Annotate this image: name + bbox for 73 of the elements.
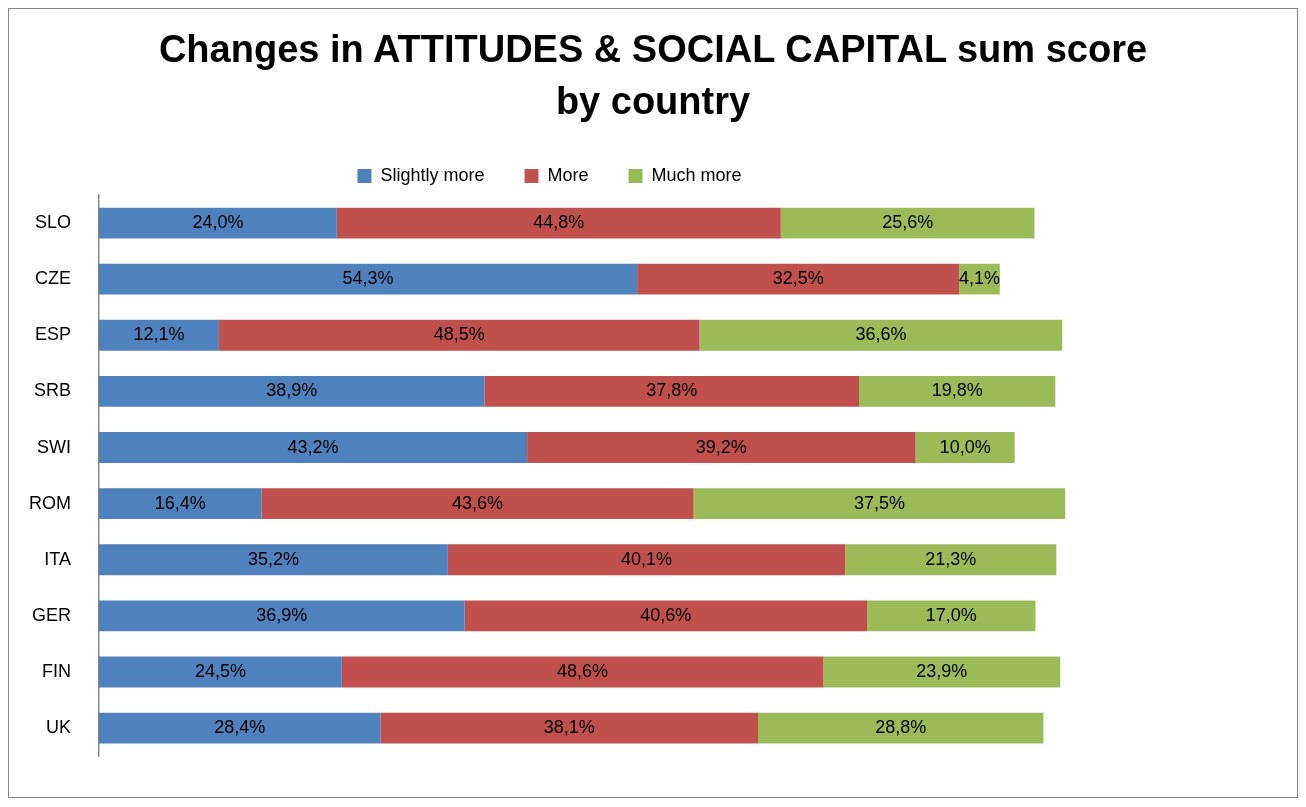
data-label: 12,1% xyxy=(133,324,185,345)
y-tick-label: SRB xyxy=(33,380,71,401)
data-label: 40,1% xyxy=(621,548,673,569)
bar xyxy=(98,375,485,407)
bar xyxy=(98,544,448,576)
data-label: 28,8% xyxy=(875,717,927,738)
bar xyxy=(867,600,1036,632)
bar xyxy=(261,488,694,520)
y-tick-label: SWI xyxy=(36,436,71,457)
bar xyxy=(380,712,759,744)
data-label: 32,5% xyxy=(772,268,824,289)
data-label: 23,9% xyxy=(916,660,968,681)
bar xyxy=(98,319,219,351)
y-tick-label: ROM xyxy=(28,492,71,513)
y-tick-label: ITA xyxy=(44,548,71,569)
data-label: 24,0% xyxy=(192,212,244,233)
bar xyxy=(98,263,638,295)
y-tick-label: ESP xyxy=(34,324,71,345)
bar xyxy=(218,319,700,351)
data-label: 38,9% xyxy=(266,380,318,401)
legend-label: Slightly more xyxy=(380,164,485,185)
data-label: 24,5% xyxy=(194,660,246,681)
bar xyxy=(699,319,1063,351)
bar xyxy=(845,544,1057,576)
data-label: 4,1% xyxy=(958,268,1001,289)
bar xyxy=(859,375,1056,407)
data-label: 10,0% xyxy=(939,436,991,457)
bar xyxy=(98,207,337,239)
y-tick-label: FIN xyxy=(41,660,71,681)
y-tick-label: CZE xyxy=(34,268,71,289)
data-label: 54,3% xyxy=(342,268,394,289)
y-tick-label: UK xyxy=(45,717,71,738)
data-label: 44,8% xyxy=(533,212,585,233)
legend-label: More xyxy=(547,164,589,185)
data-label: 39,2% xyxy=(695,436,747,457)
bar xyxy=(336,207,781,239)
bar xyxy=(98,488,262,520)
chart-title: Changes in ATTITUDES & SOCIAL CAPITAL sum score by country xyxy=(157,27,1149,124)
data-label: 43,6% xyxy=(452,492,504,513)
data-label: 17,0% xyxy=(925,604,977,625)
data-label: 19,8% xyxy=(931,380,983,401)
bar xyxy=(484,375,860,407)
bar xyxy=(527,432,916,463)
y-tick-label: GER xyxy=(31,604,71,625)
bar xyxy=(447,544,846,576)
data-label: 35,2% xyxy=(247,548,299,569)
bar xyxy=(693,488,1066,520)
bar xyxy=(780,207,1035,239)
data-label: 28,4% xyxy=(214,717,266,738)
data-label: 43,2% xyxy=(287,436,339,457)
bar xyxy=(823,656,1061,688)
bar xyxy=(98,432,528,463)
bar xyxy=(758,712,1044,744)
data-label: 21,3% xyxy=(925,548,977,569)
data-label: 40,6% xyxy=(640,604,692,625)
bar xyxy=(637,263,960,295)
data-label: 38,1% xyxy=(543,717,595,738)
data-label: 25,6% xyxy=(882,212,934,233)
bar xyxy=(915,432,1015,463)
bar xyxy=(98,712,381,744)
data-label: 37,8% xyxy=(646,380,698,401)
data-label: 48,6% xyxy=(557,660,609,681)
data-label: 48,5% xyxy=(433,324,485,345)
y-tick-label: SLO xyxy=(34,212,71,233)
legend-label: Much more xyxy=(651,164,742,185)
data-label: 36,9% xyxy=(256,604,308,625)
bar xyxy=(98,600,465,632)
data-label: 37,5% xyxy=(853,492,905,513)
bar xyxy=(464,600,868,632)
data-label: 36,6% xyxy=(855,324,907,345)
bar xyxy=(98,656,342,688)
data-label: 16,4% xyxy=(154,492,206,513)
bar xyxy=(341,656,824,688)
